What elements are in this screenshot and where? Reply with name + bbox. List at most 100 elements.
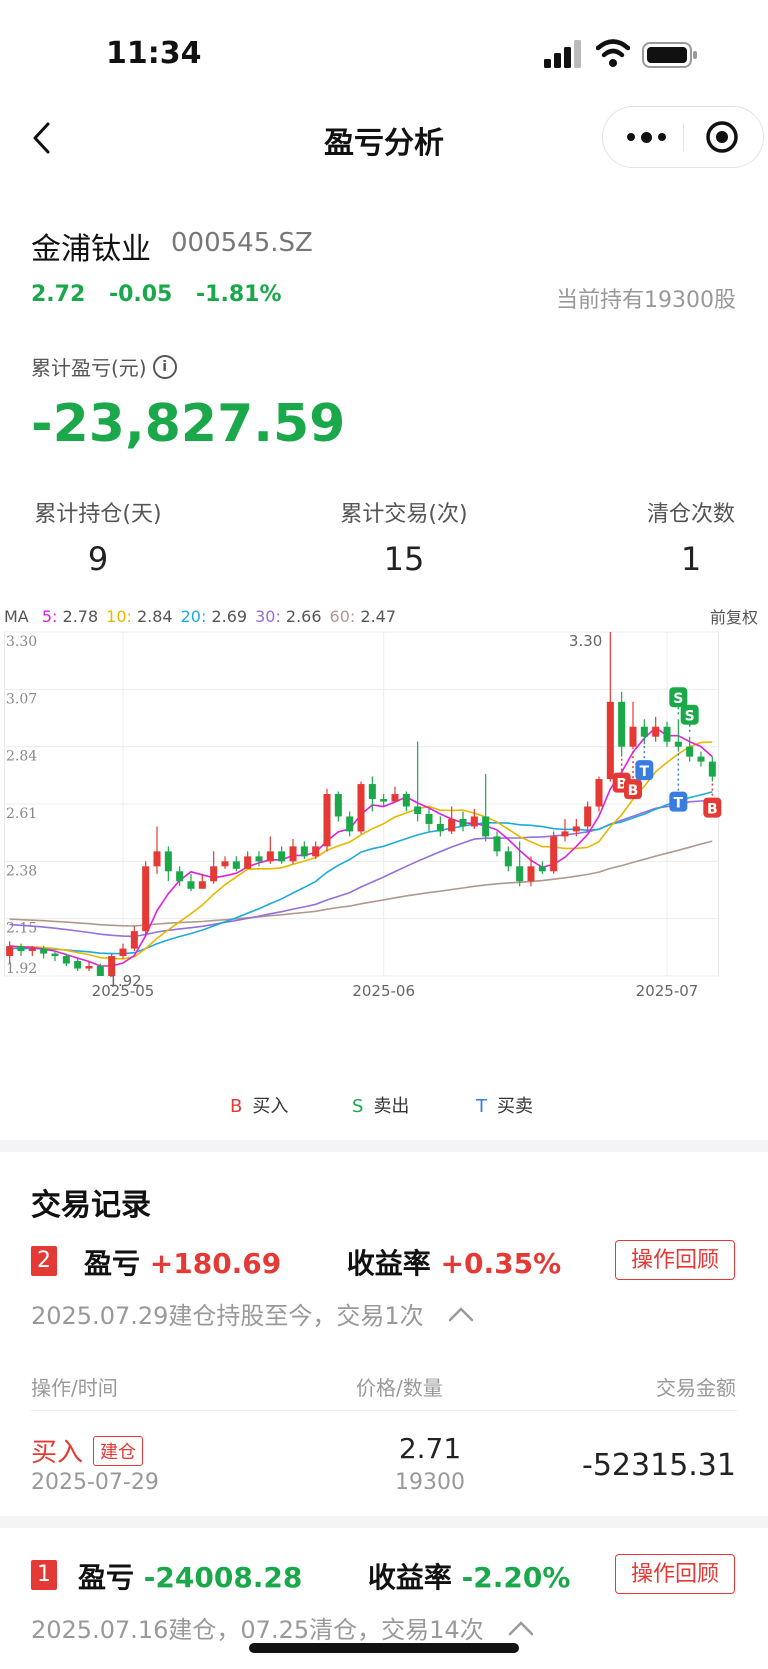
stat-value: 1 <box>680 540 702 578</box>
candle-body <box>142 866 150 932</box>
group-summary[interactable]: 2025.07.16建仓，07.25清仓，交易14次 <box>31 1610 534 1645</box>
group-index-badge: 2 <box>31 1246 57 1276</box>
ma-item-label: 5: <box>41 607 58 626</box>
home-indicator <box>249 1643 519 1653</box>
candle-body <box>323 794 331 847</box>
candle-body <box>697 756 705 762</box>
trade-qty: 19300 <box>395 1470 465 1495</box>
candle-body <box>85 966 93 969</box>
candle-body <box>402 794 410 807</box>
adjust-mode-button[interactable]: 前复权 <box>710 608 759 627</box>
trade-marker-label: T <box>674 796 684 812</box>
candle-body <box>334 794 342 817</box>
y-tick-label: 2.61 <box>6 806 37 822</box>
trade-date: 2025-07-29 <box>31 1470 159 1495</box>
candle-body <box>278 851 286 862</box>
stock-change-pct: -1.81% <box>196 282 282 307</box>
candle-body <box>652 726 660 737</box>
group-summary-text: 2025.07.16建仓，07.25清仓，交易14次 <box>31 1616 484 1644</box>
candle-body <box>527 866 535 882</box>
legend-buy: B 买入 <box>230 1092 288 1118</box>
ma-item: 10: 2.84 <box>106 607 172 626</box>
candle-body <box>266 851 274 862</box>
stat-trade-count: 累计交易(次) 15 <box>324 496 484 578</box>
group-index-badge: 1 <box>31 1560 57 1590</box>
stat-label: 累计交易(次) <box>340 502 468 527</box>
chevron-up-icon <box>448 1306 473 1321</box>
candle-body <box>300 846 308 857</box>
candle-body <box>312 846 320 857</box>
legend-label: 买入 <box>252 1096 289 1117</box>
x-tick-label: 2025-07 <box>636 982 699 1000</box>
wifi-icon <box>596 39 630 67</box>
candle-body <box>74 961 82 969</box>
candle-body <box>584 806 592 827</box>
more-dot-icon <box>657 133 666 141</box>
ma-line <box>9 741 713 960</box>
x-tick-label: 2025-06 <box>352 982 415 1000</box>
candle-body <box>425 813 433 824</box>
legend-label: 卖出 <box>373 1096 410 1117</box>
battery-icon <box>642 42 697 68</box>
legend-sell: S 卖出 <box>352 1092 409 1118</box>
cellular-signal-icon <box>544 40 581 68</box>
group-summary-line: 盈亏 -24008.28 收益率 -2.20% <box>78 1556 570 1596</box>
candle-body <box>561 831 569 837</box>
group-summary[interactable]: 2025.07.29建仓持股至今，交易1次 <box>31 1296 474 1331</box>
candle-body <box>436 823 444 832</box>
group-pnl-label: 盈亏 <box>84 1247 141 1280</box>
col-header-amount: 交易金额 <box>656 1376 736 1400</box>
y-tick-label: 3.07 <box>6 691 37 707</box>
back-button[interactable] <box>28 112 54 164</box>
stat-value: 15 <box>383 540 425 578</box>
review-button[interactable]: 操作回顾 <box>615 1554 735 1594</box>
candle-body <box>28 948 36 952</box>
legend-key: B <box>230 1096 243 1117</box>
trade-marker-label: B <box>628 783 639 799</box>
candle-body <box>255 856 263 862</box>
candle-body <box>595 779 603 807</box>
group-rate-label: 收益率 <box>346 1247 431 1280</box>
ma-line <box>9 840 713 927</box>
ma-item: 20: 2.69 <box>181 607 247 626</box>
ma-item-label: 30: <box>255 607 281 626</box>
cumulative-pnl-label: 累计盈亏(元) i <box>31 352 177 381</box>
trade-op-tag: 建仓 <box>93 1435 144 1466</box>
cumulative-pnl-label-text: 累计盈亏(元) <box>31 356 147 380</box>
candle-body <box>470 816 478 827</box>
ma-item-value: 2.78 <box>57 607 99 626</box>
candle-body <box>198 881 206 889</box>
close-target-icon[interactable] <box>703 118 741 156</box>
candle-body <box>6 946 14 957</box>
candle-body <box>176 871 184 882</box>
ma-item-label: 10: <box>106 607 132 626</box>
candle-body <box>493 836 501 852</box>
stat-value: 9 <box>87 540 109 578</box>
more-button[interactable] <box>623 127 669 147</box>
candle-body <box>618 701 626 747</box>
candle-body <box>368 784 376 800</box>
status-time: 11:34 <box>106 36 202 71</box>
ma-item-value: 2.47 <box>355 607 397 626</box>
group-rate-label: 收益率 <box>367 1561 452 1594</box>
y-tick-label: 3.30 <box>6 634 37 650</box>
x-tick-label: 2025-05 <box>92 982 155 1000</box>
trade-marker <box>635 760 654 781</box>
stock-change: -0.05 <box>108 282 173 307</box>
review-button[interactable]: 操作回顾 <box>615 1240 735 1280</box>
chevron-up-icon <box>508 1620 533 1635</box>
candle-body <box>674 741 682 747</box>
ma-item: 60: 2.47 <box>330 607 396 626</box>
ma-prefix: MA <box>4 607 29 626</box>
group-pnl-value: +180.69 <box>149 1247 282 1280</box>
candle-body <box>221 861 229 867</box>
stat-clear-count: 清仓次数 1 <box>636 496 746 578</box>
candle-body <box>414 806 422 814</box>
trade-marker <box>680 704 699 725</box>
ma-item: 30: 2.66 <box>255 607 321 626</box>
candle-body <box>164 851 172 872</box>
info-icon[interactable]: i <box>152 354 177 379</box>
candle-body <box>357 784 365 832</box>
candle-body <box>119 948 127 957</box>
